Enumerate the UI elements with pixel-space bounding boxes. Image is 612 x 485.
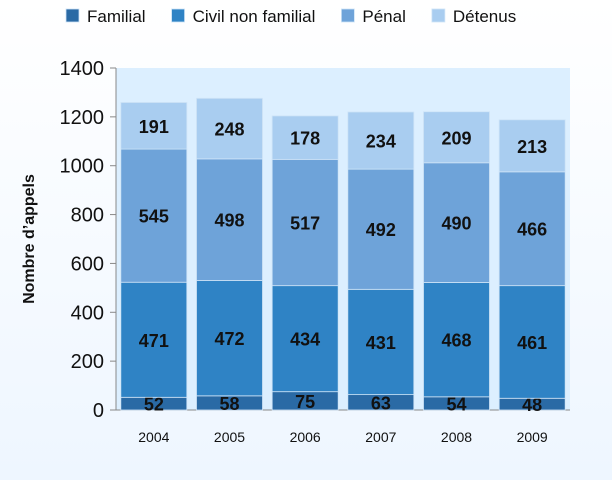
data-label: 209 [441,128,471,148]
bar-segment-détenus-2006 [271,115,339,160]
data-label: 431 [366,333,396,353]
bar-segment-pénal-2005 [196,158,263,281]
y-axis-title: Nombre d’appels [21,174,38,304]
y-tick-label: 200 [71,351,104,373]
plot-area [116,68,570,410]
data-label: 517 [290,214,320,234]
bar-segment-détenus-2009 [498,119,566,173]
bar-segment-pénal-2004 [120,148,188,283]
legend-swatch [431,8,446,23]
legend-swatch [171,8,185,23]
bar-segment-pénal-2007 [347,168,415,290]
y-tick-label: 0 [93,400,104,422]
bar-segment-civil-non-familial-2004 [120,281,188,398]
bar-segment-détenus-2004 [120,102,188,150]
bar-segment-détenus-2008 [423,111,490,164]
data-label: 58 [219,394,239,414]
data-label: 52 [144,395,164,415]
data-label: 468 [441,331,471,351]
bar-segment-pénal-2008 [423,162,490,283]
data-label: 54 [446,394,466,414]
x-tick-label: 2005 [214,429,245,445]
y-tick-label: 1400 [60,58,105,80]
y-tick-label: 1200 [60,107,105,129]
legend-label: Civil non familial [193,7,316,26]
bar-segment-civil-non-familial-2005 [196,280,263,397]
bar-segment-civil-non-familial-2009 [498,285,566,399]
legend-label: Détenus [453,7,516,26]
bar-segment-civil-non-familial-2007 [347,288,415,396]
data-label: 492 [366,220,396,240]
data-label: 471 [139,331,169,351]
data-label: 461 [517,333,547,353]
data-label: 466 [517,220,547,240]
data-label: 75 [295,392,315,412]
y-tick-label: 400 [71,302,104,324]
data-label: 498 [214,211,244,231]
bar-segment-civil-non-familial-2008 [423,282,490,398]
bar-segment-détenus-2007 [347,111,415,170]
data-label: 213 [517,137,547,157]
data-label: 234 [366,132,396,152]
x-tick-label: 2007 [365,429,396,445]
data-label: 490 [441,214,471,234]
data-label: 63 [371,393,391,413]
data-label: 434 [290,330,320,350]
x-tick-label: 2004 [138,429,169,445]
legend-label: Familial [87,7,146,26]
legend-label: Pénal [362,7,405,26]
data-label: 248 [214,120,244,140]
data-label: 48 [522,395,542,415]
bar-segment-détenus-2005 [196,97,263,160]
legend-swatch [65,8,80,23]
data-label: 178 [290,129,320,149]
y-tick-label: 800 [71,205,104,227]
x-tick-label: 2009 [517,429,548,445]
bar-segment-pénal-2009 [498,171,566,287]
data-label: 545 [139,207,169,227]
y-tick-label: 1000 [60,156,105,178]
x-tick-label: 2008 [441,429,472,445]
bar-segment-pénal-2006 [271,158,339,287]
y-tick-label: 600 [71,253,104,275]
data-label: 472 [214,329,244,349]
bar-segment-civil-non-familial-2006 [271,285,339,393]
data-label: 191 [139,117,169,137]
legend-swatch [340,8,355,23]
x-tick-label: 2006 [290,429,321,445]
